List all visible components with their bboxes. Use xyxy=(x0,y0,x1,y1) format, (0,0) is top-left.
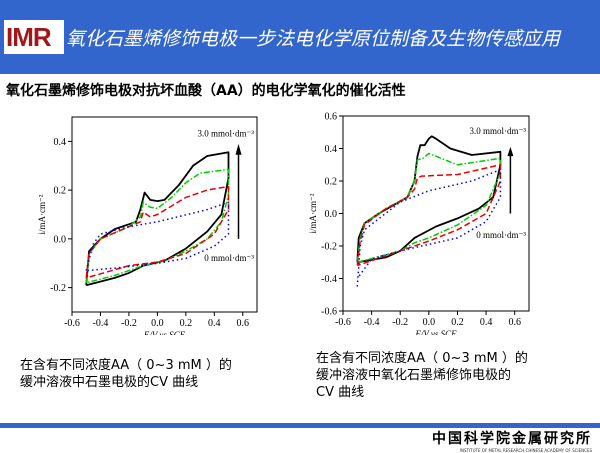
footer-bar xyxy=(0,423,600,428)
y-axis-label: i/mA·cm⁻² xyxy=(308,193,318,233)
x-tick-label: -0.2 xyxy=(121,318,137,329)
caption-line: CV 曲线 xyxy=(316,385,365,400)
y-tick-label: -0.2 xyxy=(321,242,337,253)
x-tick-label: 0.4 xyxy=(480,317,493,328)
y-tick-label: 0.0 xyxy=(325,209,338,220)
org-logo: 中国科学院金属研究所 INSTITUTE OF METAL RESEARCH,C… xyxy=(432,428,592,453)
slide-title: 氧化石墨烯修饰电极一步法电化学原位制备及生物传感应用 xyxy=(66,28,561,50)
caption-left: 在含有不同浓度AA（ 0~3 mM ）的 缓冲溶液中石墨电极的CV 曲线 xyxy=(20,357,232,391)
cv-curve xyxy=(356,135,502,264)
x-tick-label: 0.6 xyxy=(508,317,521,328)
x-tick-label: -0.4 xyxy=(93,318,109,329)
y-tick-label: -0.4 xyxy=(321,274,337,285)
arrow-head-icon xyxy=(507,146,514,157)
annotation-high: 3.0 mmol·dm⁻³ xyxy=(470,126,527,136)
x-tick-label: -0.6 xyxy=(335,317,351,328)
org-name-en: INSTITUTE OF METAL RESEARCH,CHINESE ACAD… xyxy=(459,448,592,453)
caption-line: 在含有不同浓度AA（ 0~3 mM ）的 xyxy=(20,358,232,373)
cv-curve xyxy=(85,201,230,272)
y-tick-label: 0.2 xyxy=(54,186,67,197)
caption-line: 缓冲溶液中石墨电极的CV 曲线 xyxy=(20,375,199,390)
cv-curve xyxy=(356,164,502,267)
x-tick-label: 0.2 xyxy=(451,317,464,328)
cv-curve xyxy=(356,168,502,287)
x-tick-label: 0.6 xyxy=(237,318,250,329)
arrow-head-icon xyxy=(235,143,242,155)
cv-chart-go-modified: -0.6 -0.4 -0.2 0.0 0.2 0.4 0.6 -0.6 -0.4 -0.2 0.0 0… xyxy=(308,112,530,335)
cv-curve xyxy=(85,185,230,279)
x-tick-label: 0.2 xyxy=(180,318,193,329)
x-tick-label: -0.2 xyxy=(392,317,408,328)
x-axis-label: E/V vs.SCE xyxy=(143,330,186,335)
x-tick-label: -0.6 xyxy=(64,318,80,329)
caption-right: 在含有不同浓度AA（ 0~3 mM ）的 缓冲溶液中氧化石墨烯修饰电极的 CV … xyxy=(316,350,528,401)
x-tick-label: 0.0 xyxy=(423,317,436,328)
y-tick-label: 0.4 xyxy=(54,137,67,148)
slide-subtitle: 氧化石墨烯修饰电极对抗坏血酸（AA）的电化学氧化的催化活性 xyxy=(6,83,406,99)
x-tick-label: -0.4 xyxy=(364,317,380,328)
y-tick-label: 0.6 xyxy=(325,112,338,123)
cv-curve xyxy=(85,168,230,284)
org-name-cn: 中国科学院金属研究所 xyxy=(432,431,592,447)
plot-frame xyxy=(342,115,530,312)
y-axis-label: i/mA·cm⁻² xyxy=(37,194,47,234)
y-tick-label: 0.2 xyxy=(325,177,338,188)
y-tick-label: -0.6 xyxy=(321,307,337,318)
caption-line: 缓冲溶液中氧化石墨烯修饰电极的 xyxy=(316,368,512,383)
annotation-high: 3.0 mmol·dm⁻³ xyxy=(198,129,255,139)
y-tick-label: 0.4 xyxy=(325,144,338,155)
imr-logo: IMR xyxy=(4,20,64,54)
x-tick-label: 0.0 xyxy=(151,318,164,329)
annotation-low: 0 mmol·dm⁻³ xyxy=(204,253,254,263)
x-axis-label: E/V vs.SCE xyxy=(414,329,457,335)
cv-chart-graphite: -0.6 -0.4 -0.2 0.0 0.2 0.4 0.6 -0.2 0.0 0.2 0.4 E/V… xyxy=(37,116,258,335)
x-tick-label: 0.4 xyxy=(208,318,221,329)
header-bar: IMR 氧化石墨烯修饰电极一步法电化学原位制备及生物传感应用 xyxy=(0,0,600,74)
y-tick-label: -0.2 xyxy=(50,283,66,294)
plot-frame xyxy=(71,116,258,313)
y-tick-label: 0.0 xyxy=(54,234,67,245)
annotation-low: 0 mmol·dm⁻³ xyxy=(476,230,526,240)
caption-line: 在含有不同浓度AA（ 0~3 mM ）的 xyxy=(316,351,528,366)
